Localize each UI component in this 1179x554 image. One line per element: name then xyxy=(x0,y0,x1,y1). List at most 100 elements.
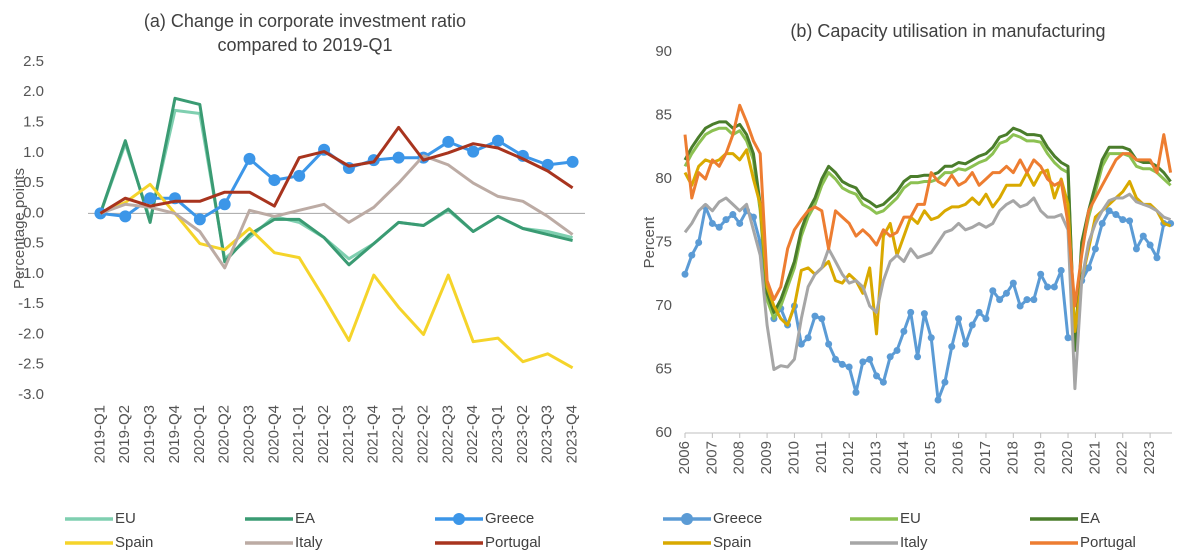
series-marker xyxy=(293,169,306,182)
legend-label: EU xyxy=(900,510,921,527)
series-marker xyxy=(818,315,826,323)
series-line xyxy=(683,103,1173,308)
x-tick-label: 2008 xyxy=(731,441,748,474)
series-marker xyxy=(961,340,969,348)
series-marker xyxy=(688,251,696,259)
y-tick-label: 65 xyxy=(655,360,672,377)
series-marker xyxy=(392,151,405,164)
y-tick-label: 0.5 xyxy=(23,174,44,191)
series-marker xyxy=(873,372,881,380)
series-marker xyxy=(268,174,281,187)
series-marker xyxy=(879,378,887,386)
x-tick-label: 2020-Q1 xyxy=(191,405,208,463)
x-tick-label: 2019-Q1 xyxy=(91,405,108,463)
x-tick-label: 2022-Q4 xyxy=(464,405,481,463)
series-marker xyxy=(492,134,505,147)
series-marker xyxy=(1119,216,1127,224)
y-axis-label: Percentage points xyxy=(11,168,28,289)
series-marker xyxy=(927,334,935,342)
x-tick-label: 2009 xyxy=(758,441,775,474)
x-tick-label: 2023-Q1 xyxy=(489,405,506,463)
series-marker xyxy=(955,315,963,323)
series-marker xyxy=(736,219,744,227)
series-marker xyxy=(941,378,949,386)
series-marker xyxy=(968,321,976,329)
series-marker xyxy=(218,198,231,211)
series-marker xyxy=(845,363,853,371)
x-tick-label: 2019 xyxy=(1032,441,1049,474)
x-tick-label: 2022-Q3 xyxy=(439,405,456,463)
x-tick-label: 2022-Q2 xyxy=(414,405,431,463)
x-tick-label: 2015 xyxy=(922,441,939,474)
series-line xyxy=(99,154,574,270)
chart-title: (b) Capacity utilisation in manufacturin… xyxy=(790,21,1105,41)
legend-marker xyxy=(681,513,693,525)
y-tick-label: 2.5 xyxy=(23,53,44,70)
chart-title: compared to 2019-Q1 xyxy=(217,35,392,55)
x-tick-label: 2021 xyxy=(1086,441,1103,474)
series-marker xyxy=(975,308,983,316)
y-tick-label: 2.0 xyxy=(23,83,44,100)
series-marker xyxy=(886,353,894,361)
series-marker xyxy=(1105,207,1113,215)
series-marker xyxy=(1044,283,1052,291)
series-marker xyxy=(982,315,990,323)
legend-label: Portugal xyxy=(1080,534,1136,551)
x-tick-label: 2021-Q1 xyxy=(290,405,307,463)
x-tick-label: 2011 xyxy=(813,441,830,473)
series-marker xyxy=(467,145,480,158)
series-marker xyxy=(1064,334,1072,342)
series-marker xyxy=(1016,302,1024,310)
series-marker xyxy=(852,388,860,396)
x-tick-label: 2020-Q3 xyxy=(240,405,257,463)
x-tick-label: 2020-Q2 xyxy=(216,405,233,463)
x-tick-label: 2020-Q4 xyxy=(265,405,282,463)
series-marker xyxy=(989,287,997,295)
legend-label: Italy xyxy=(900,534,928,551)
series-marker xyxy=(811,312,819,320)
y-tick-label: -0.5 xyxy=(18,235,44,252)
series-marker xyxy=(1126,217,1134,225)
series-marker xyxy=(681,270,689,278)
series-marker xyxy=(708,219,716,227)
series-marker xyxy=(722,216,730,224)
x-tick-label: 2018 xyxy=(1004,441,1021,474)
series-marker xyxy=(1153,254,1161,262)
y-axis-label: Percent xyxy=(641,216,658,269)
legend-marker xyxy=(453,513,465,525)
x-tick-label: 2007 xyxy=(703,441,720,474)
series-line xyxy=(98,108,573,261)
series-marker xyxy=(825,340,833,348)
series-marker xyxy=(1009,279,1017,287)
legend-label: Spain xyxy=(115,534,153,551)
y-tick-label: -1.0 xyxy=(18,265,44,282)
x-tick-label: 2016 xyxy=(950,441,967,474)
series-marker xyxy=(1037,270,1045,278)
series-marker xyxy=(566,155,579,168)
chart-title: (a) Change in corporate investment ratio xyxy=(144,11,466,31)
series-marker xyxy=(1112,211,1120,219)
y-tick-label: 75 xyxy=(655,233,672,250)
series-marker xyxy=(893,346,901,354)
series-marker xyxy=(1139,232,1147,240)
series-marker xyxy=(193,213,206,226)
series-marker xyxy=(1057,266,1065,274)
x-tick-label: 2023 xyxy=(1141,441,1158,474)
series-marker xyxy=(934,396,942,404)
y-tick-label: 1.0 xyxy=(23,144,44,161)
series-marker xyxy=(695,239,703,246)
y-tick-label: 90 xyxy=(655,43,672,60)
x-tick-label: 2023-Q4 xyxy=(564,405,581,463)
x-tick-label: 2021-Q3 xyxy=(340,405,357,463)
series-line xyxy=(99,182,574,370)
series-marker xyxy=(442,135,455,148)
y-tick-label: 1.5 xyxy=(23,114,44,131)
legend-label: EU xyxy=(115,510,136,527)
series-marker xyxy=(831,355,839,363)
series-marker xyxy=(1023,296,1031,304)
y-tick-label: -3.0 xyxy=(18,386,44,403)
legend-label: EA xyxy=(295,510,315,527)
series-line xyxy=(683,205,1171,402)
x-tick-label: 2020 xyxy=(1059,441,1076,474)
